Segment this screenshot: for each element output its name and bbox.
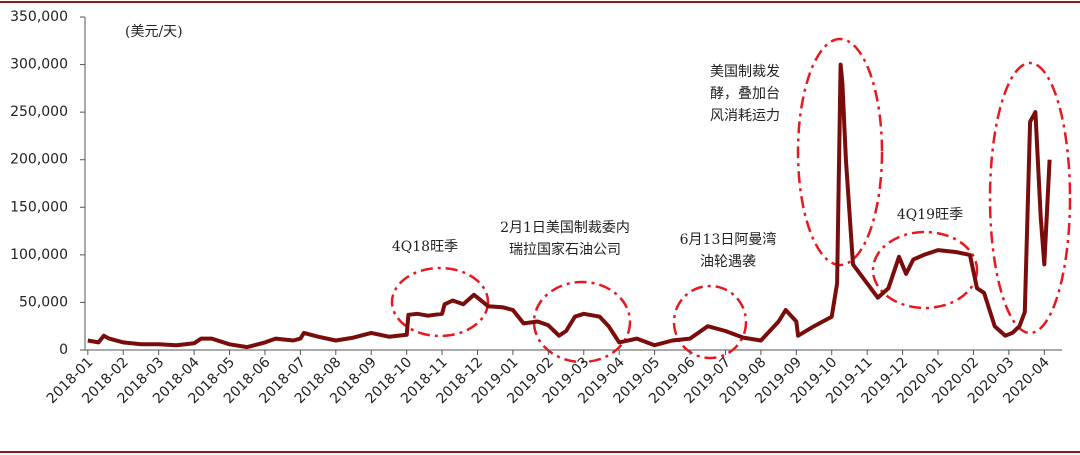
highlight-ellipse — [672, 284, 748, 360]
y-tick-label: 300,000 — [10, 57, 68, 73]
highlight-ellipse — [796, 37, 884, 267]
unit-label: (美元/天) — [125, 24, 183, 40]
annotation: 6月13日阿曼湾 — [680, 231, 777, 248]
annotation: 瑞拉国家石油公司 — [509, 241, 621, 258]
highlight-ellipse — [390, 266, 490, 338]
annotation: 风消耗运力 — [710, 108, 780, 124]
y-tick-label: 150,000 — [10, 199, 68, 215]
annotation: 酵，叠加台 — [710, 86, 780, 102]
annotation: 美国制裁发 — [710, 64, 780, 80]
y-tick-label: 100,000 — [10, 247, 68, 263]
y-tick-label: 0 — [59, 342, 68, 358]
annotation: 4Q18旺季 — [392, 239, 458, 255]
y-tick-label: 250,000 — [10, 104, 68, 120]
y-tick-label: 50,000 — [19, 294, 68, 310]
annotation: 油轮遇袭 — [700, 254, 756, 270]
highlight-ellipse — [532, 280, 632, 364]
series-line — [87, 62, 1052, 350]
annotation: 4Q19旺季 — [897, 207, 963, 223]
highlight-ellipse — [988, 61, 1072, 335]
y-tick-label: 200,000 — [10, 152, 68, 168]
highlight-ellipse — [871, 230, 979, 310]
y-tick-label: 350,000 — [10, 9, 68, 25]
annotation: 2月1日美国制裁委内 — [500, 220, 630, 236]
